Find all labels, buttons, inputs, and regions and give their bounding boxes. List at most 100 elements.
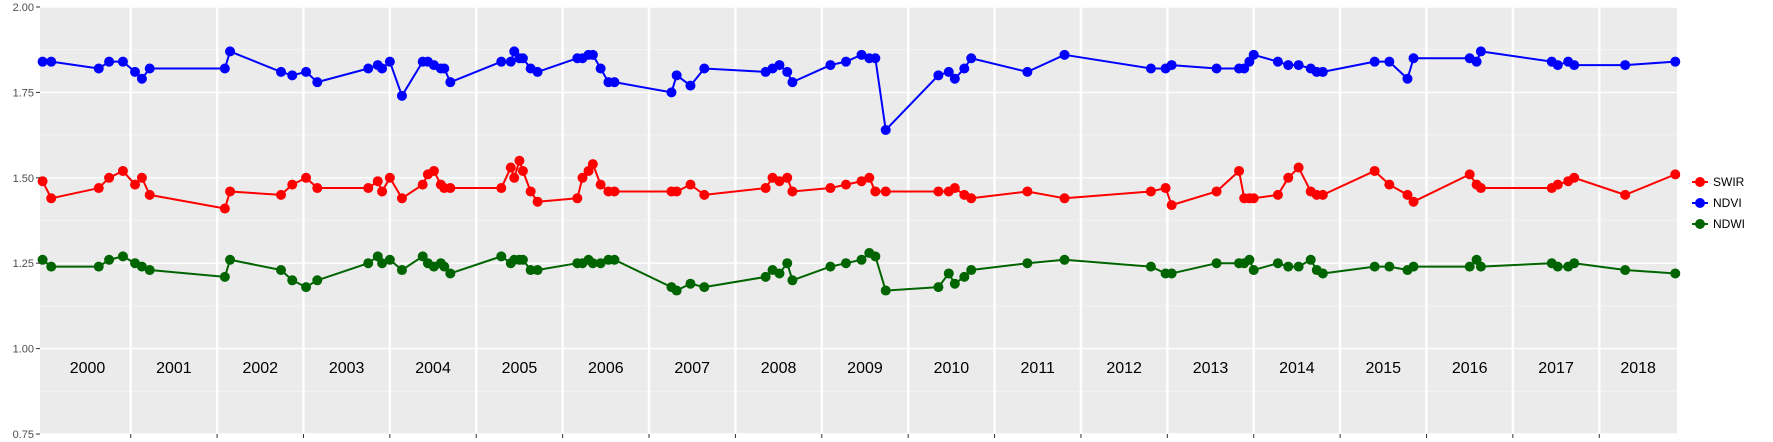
data-point-swir — [587, 159, 598, 170]
data-point-swir — [825, 183, 836, 194]
data-point-ndvi — [966, 53, 977, 64]
data-point-ndwi — [1211, 258, 1222, 269]
year-label: 2018 — [1620, 360, 1656, 377]
data-point-ndvi — [666, 87, 677, 98]
data-point-swir — [144, 189, 155, 200]
data-point-ndwi — [774, 268, 785, 279]
data-point-swir — [46, 193, 57, 204]
data-point-ndwi — [37, 254, 48, 265]
data-point-ndvi — [377, 63, 388, 74]
data-point-ndvi — [509, 46, 520, 57]
data-point-swir — [363, 183, 374, 194]
data-point-ndvi — [37, 56, 48, 67]
data-point-ndvi — [1369, 56, 1380, 67]
data-point-ndwi — [782, 258, 793, 269]
data-point-ndwi — [1283, 261, 1294, 272]
data-point-swir — [572, 193, 583, 204]
data-point-ndwi — [276, 265, 287, 276]
data-point-ndwi — [760, 271, 771, 282]
data-point-ndwi — [1145, 261, 1156, 272]
data-point-ndwi — [1059, 254, 1070, 265]
data-point-ndvi — [1211, 63, 1222, 74]
data-point-ndwi — [1166, 268, 1177, 279]
data-point-swir — [1293, 162, 1304, 173]
data-point-ndwi — [396, 265, 407, 276]
data-point-ndvi — [595, 63, 606, 74]
legend-label-ndwi: NDWI — [1713, 217, 1745, 231]
legend-marker-ndvi — [1695, 198, 1705, 208]
data-point-ndwi — [856, 254, 867, 265]
data-point-ndvi — [301, 66, 312, 77]
data-point-ndwi — [1305, 254, 1316, 265]
data-point-ndwi — [949, 278, 960, 289]
data-point-ndwi — [1272, 258, 1283, 269]
year-label: 2016 — [1452, 360, 1488, 377]
data-point-swir — [384, 172, 395, 183]
data-point-swir — [514, 155, 525, 166]
y-tick-label: 2.00 — [13, 2, 34, 14]
data-point-ndvi — [130, 66, 141, 77]
data-point-ndvi — [396, 90, 407, 101]
data-point-swir — [1234, 165, 1245, 176]
data-point-swir — [312, 183, 323, 194]
data-point-ndvi — [136, 73, 147, 84]
data-point-swir — [671, 186, 682, 197]
data-point-swir — [517, 165, 528, 176]
data-point-swir — [870, 186, 881, 197]
data-point-swir — [1464, 169, 1475, 180]
data-point-swir — [428, 165, 439, 176]
year-label: 2011 — [1021, 360, 1056, 377]
data-point-ndwi — [46, 261, 57, 272]
year-label: 2013 — [1193, 360, 1229, 377]
data-point-ndvi — [1145, 63, 1156, 74]
year-label: 2001 — [156, 360, 192, 377]
data-point-ndwi — [1620, 265, 1631, 276]
data-point-ndvi — [104, 56, 115, 67]
data-point-ndvi — [1408, 53, 1419, 64]
data-point-ndwi — [384, 254, 395, 265]
data-point-swir — [856, 176, 867, 187]
data-point-swir — [1283, 172, 1294, 183]
data-point-swir — [699, 189, 710, 200]
series-layer — [37, 46, 1681, 296]
data-point-swir — [1552, 179, 1563, 190]
data-point-ndwi — [1475, 261, 1486, 272]
data-point-ndwi — [225, 254, 236, 265]
data-point-ndvi — [856, 49, 867, 60]
data-point-swir — [1384, 179, 1395, 190]
data-point-swir — [1022, 186, 1033, 197]
data-point-ndwi — [301, 282, 312, 293]
data-point-ndwi — [595, 258, 606, 269]
data-point-ndwi — [1569, 258, 1580, 269]
data-point-ndvi — [671, 70, 682, 81]
data-point-ndvi — [517, 53, 528, 64]
data-point-ndwi — [1248, 265, 1259, 276]
data-point-swir — [117, 165, 128, 176]
data-point-ndwi — [959, 271, 970, 282]
data-point-swir — [787, 186, 798, 197]
data-point-swir — [966, 193, 977, 204]
data-point-ndwi — [1317, 268, 1328, 279]
data-point-swir — [509, 172, 520, 183]
data-point-ndvi — [685, 80, 696, 91]
data-point-ndvi — [1471, 56, 1482, 67]
data-point-ndvi — [1293, 60, 1304, 71]
data-point-swir — [1211, 186, 1222, 197]
minor-grid — [40, 49, 1677, 392]
data-point-ndvi — [1239, 63, 1250, 74]
data-point-ndwi — [525, 265, 536, 276]
data-point-ndvi — [219, 63, 230, 74]
data-point-swir — [1317, 189, 1328, 200]
year-label: 2015 — [1365, 360, 1401, 377]
major-grid — [40, 6, 1677, 435]
data-point-ndvi — [496, 56, 507, 67]
data-point-ndvi — [93, 63, 104, 74]
data-point-ndvi — [532, 66, 543, 77]
data-point-swir — [1248, 193, 1259, 204]
data-point-ndvi — [46, 56, 57, 67]
data-point-ndvi — [699, 63, 710, 74]
data-point-ndwi — [880, 285, 891, 296]
data-point-ndvi — [1283, 60, 1294, 71]
data-point-ndvi — [439, 63, 450, 74]
year-label: 2010 — [934, 360, 970, 377]
